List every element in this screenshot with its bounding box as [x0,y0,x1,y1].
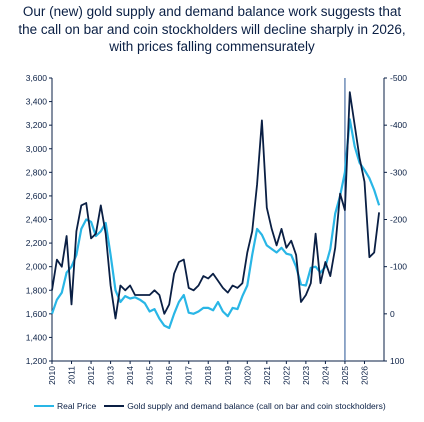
y-left-tick-label: 2,000 [26,262,48,272]
y-left-tick-label: 1,800 [26,285,48,295]
x-tick-label: 2018 [203,366,213,385]
x-tick-label: 2011 [67,366,77,385]
legend-swatch-real-price [34,405,54,407]
y-left-tick-label: 1,200 [26,356,48,366]
y-left-tick-label: 3,200 [26,120,48,130]
x-tick-label: 2019 [223,366,233,385]
x-tick-label: 2025 [340,366,350,385]
y-right-tick-label: -300 [390,167,407,177]
x-tick-label: 2022 [281,366,291,385]
y-right-tick-label: -400 [390,120,407,130]
title-line-2: the call on bar and coin stockholders wi… [18,21,406,37]
y-right-tick-label: 0 [390,309,395,319]
y-right-tick-label: -500 [390,73,407,83]
y-left-tick-label: 3,600 [26,73,48,83]
series-line-balance [51,91,380,320]
y-left-tick-label: 2,800 [26,167,48,177]
x-tick-label: 2024 [320,366,330,385]
x-tick-label: 2017 [184,366,194,385]
chart-title: Our (new) gold supply and demand balance… [0,3,424,56]
legend: Real Price Gold supply and demand balanc… [34,401,394,411]
legend-label-balance: Gold supply and demand balance (call on … [127,401,386,411]
x-tick-label: 2026 [359,366,369,385]
legend-label-real-price: Real Price [57,401,97,411]
y-left-tick-label: 1,600 [26,309,48,319]
y-left-tick-label: 1,400 [26,332,48,342]
y-right-tick-label: -200 [390,215,407,225]
y-left-tick-label: 3,400 [26,97,48,107]
legend-item-balance: Gold supply and demand balance (call on … [104,401,386,411]
title-line-3: with prices falling commensurately [109,39,315,54]
x-tick-label: 2023 [301,366,311,385]
y-right-tick-label: -100 [390,262,407,272]
x-tick-label: 2012 [86,366,96,385]
y-left-tick-label: 2,600 [26,191,48,201]
x-tick-label: 2014 [125,366,135,385]
y-left-tick-label: 3,000 [26,144,48,154]
y-left-tick-label: 2,400 [26,215,48,225]
x-tick-label: 2013 [106,366,116,385]
x-tick-label: 2020 [242,366,252,385]
x-tick-label: 2016 [164,366,174,385]
x-tick-label: 2021 [262,366,272,385]
y-left-tick-label: 2,200 [26,238,48,248]
legend-item-real-price: Real Price [34,401,96,411]
title-line-1: Our (new) gold supply and demand balance… [22,4,402,19]
x-tick-label: 2010 [47,366,57,385]
x-tick-label: 2015 [145,366,155,385]
y-right-tick-label: 100 [390,356,404,366]
legend-swatch-balance [104,405,125,407]
series-line-real-price [50,118,381,330]
